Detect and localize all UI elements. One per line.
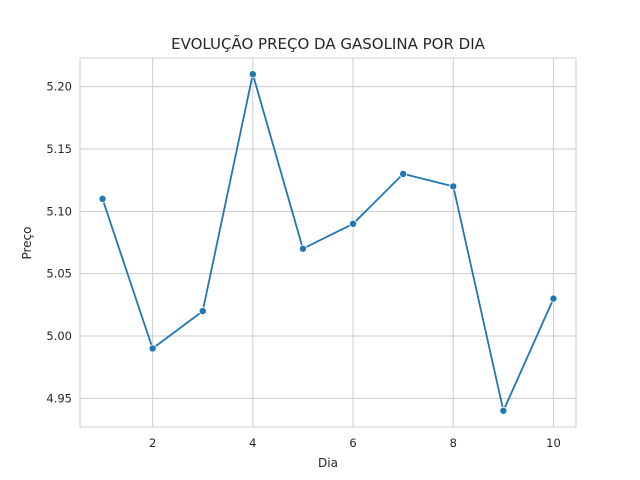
data-point xyxy=(349,219,358,228)
grid xyxy=(80,58,576,427)
data-point xyxy=(499,406,508,415)
data-point xyxy=(298,244,307,253)
y-tick-label: 5.20 xyxy=(46,80,72,94)
y-tick-label: 5.05 xyxy=(46,267,72,281)
data-point xyxy=(399,169,408,178)
y-tick-label: 5.00 xyxy=(46,329,72,343)
x-tick-label: 8 xyxy=(450,436,457,450)
data-point xyxy=(98,194,107,203)
data-point xyxy=(549,294,558,303)
data-point xyxy=(148,344,157,353)
series-line xyxy=(101,73,555,412)
plot-area-frame xyxy=(79,57,577,428)
x-tick-label: 2 xyxy=(149,436,156,450)
tick-labels: 2 4 6 8 10 4.95 5.00 5.05 5.10 5.15 5.20 xyxy=(46,80,560,450)
series xyxy=(98,70,558,415)
y-axis-label: Preço xyxy=(20,226,34,259)
x-axis-label: Dia xyxy=(318,456,338,470)
data-point xyxy=(449,182,458,191)
chart-title: EVOLUÇÃO PREÇO DA GASOLINA POR DIA xyxy=(171,34,485,53)
x-tick-label: 6 xyxy=(349,436,356,450)
data-point xyxy=(248,70,257,79)
data-point xyxy=(198,307,207,316)
y-tick-label: 5.15 xyxy=(46,142,72,156)
y-tick-label: 4.95 xyxy=(46,391,72,405)
y-tick-label: 5.10 xyxy=(46,204,72,218)
x-tick-label: 4 xyxy=(249,436,256,450)
x-tick-label: 10 xyxy=(546,436,561,450)
